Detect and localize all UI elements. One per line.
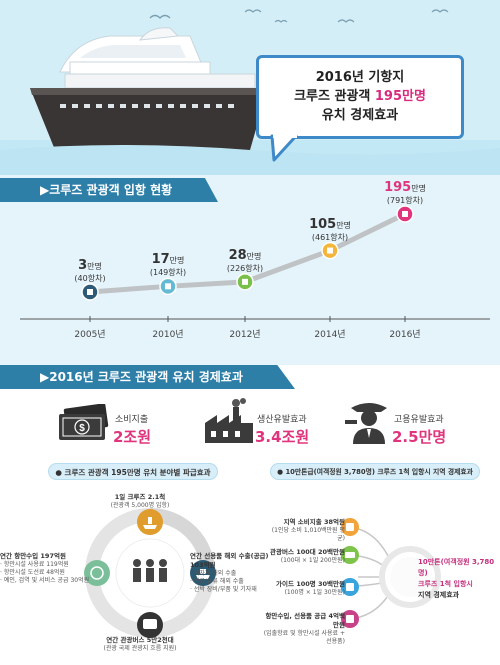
regional-result-text: 10만톤(여객정원 3,780명) 크루즈 1척 입항시 지역 경제효과 bbox=[418, 557, 498, 601]
data-label-value: 17 bbox=[151, 252, 170, 268]
regional-item-bus-title: 관광버스 100대 20백만원 bbox=[270, 548, 345, 556]
stat-spending-value: 2조원 bbox=[113, 428, 152, 446]
point-icon bbox=[242, 278, 248, 285]
x-tick-label: 2016년 bbox=[389, 330, 421, 340]
data-label-value: 3 bbox=[78, 258, 88, 273]
cruise-ship-illustration bbox=[0, 9, 500, 175]
section-title-arrivals: ▶크루즈 관광객 입항 현황 bbox=[0, 178, 218, 202]
regional-item-guide: 가이드 100명 30백만원 (100명 × 1일 30만원) bbox=[262, 580, 345, 597]
x-tick-label: 2005년 bbox=[74, 330, 106, 340]
data-label-voyages: (149항차) bbox=[149, 268, 187, 278]
x-tick-label: 2010년 bbox=[152, 330, 184, 340]
regional-result-line1: 10만톤(여객정원 3,780명) bbox=[418, 558, 495, 577]
bubble-tail bbox=[270, 134, 298, 162]
regional-item-port: 항만수입, 선용품 공급 4억백만원 (입출항료 및 항만시설 사용료 + 선용… bbox=[262, 612, 345, 646]
regional-item-spending-sub: (1인당 소비 1,010백만원 평균) bbox=[271, 527, 345, 542]
point-icon bbox=[165, 283, 171, 290]
chart-marks bbox=[81, 205, 414, 301]
section-title-economic-effect: ▶2016년 크루즈 관광객 유치 경제효과 bbox=[0, 365, 295, 389]
stat-employment-value: 2.5만명 bbox=[392, 428, 447, 446]
data-label-value: 105 bbox=[309, 216, 337, 232]
worker-icon bbox=[345, 403, 387, 444]
regional-effect-pill: ● 10만톤급(여객정원 3,780명) 크루즈 1척 입항시 지역 경제효과 bbox=[270, 463, 480, 480]
data-label: 3만명 (40항차) bbox=[60, 254, 120, 284]
regional-item-spending: 지역 소비지출 38억원 (1인당 소비 1,010백만원 평균) bbox=[270, 518, 345, 543]
ripple-top-text: 1일 크루즈 2.1척 (관광객 5,000명 입항) bbox=[100, 493, 180, 510]
data-label: 195만명 (791항차) bbox=[375, 176, 435, 206]
data-label: 105만명 (461항차) bbox=[300, 213, 360, 243]
regional-result-line2: 크루즈 1척 입항시 bbox=[418, 580, 473, 588]
svg-text:$: $ bbox=[79, 423, 85, 434]
data-label-voyages: (461항차) bbox=[311, 232, 349, 242]
regional-effect-diagram bbox=[341, 518, 441, 628]
data-label-voyages: (40항차) bbox=[74, 274, 106, 283]
regional-item-guide-sub: (100명 × 1일 30만원) bbox=[284, 589, 345, 596]
data-label-unit: 만명 bbox=[87, 262, 102, 271]
data-label-unit: 만명 bbox=[411, 184, 426, 193]
regional-item-bus-sub: (100대 × 1일 200만원) bbox=[280, 557, 345, 564]
ripple-right-sub1: · 식자재 해외 수출 bbox=[190, 570, 237, 577]
x-tick-label: 2014년 bbox=[314, 330, 346, 340]
ripple-top-title: 1일 크루즈 2.1척 bbox=[114, 493, 166, 501]
ripple-left-sub3: · 예인, 검역 및 서비스 공급 30억원 bbox=[0, 577, 90, 584]
ripple-right-sub3: · 선박 장비/부품 및 기자재 bbox=[190, 586, 257, 593]
stat-production-label: 생산유발효과 bbox=[257, 415, 307, 425]
point-icon bbox=[327, 247, 333, 254]
data-label-value: 195 bbox=[384, 180, 412, 195]
arrivals-line-chart bbox=[20, 205, 490, 322]
regional-item-port-sub: (입출항료 및 항만시설 사용료 + 선용품) bbox=[263, 630, 345, 645]
headline-line2: 크루즈 관광객 195만명 bbox=[259, 87, 461, 106]
regional-item-bus: 관광버스 100대 20백만원 (100대 × 1일 200만원) bbox=[262, 548, 345, 565]
stat-production-value: 3.4조원 bbox=[255, 428, 310, 446]
headline-line2-text: 크루즈 관광객 bbox=[294, 89, 375, 104]
headline-line3: 유치 경제효과 bbox=[321, 108, 399, 123]
ripple-left-title: 연간 항만수입 197억원 bbox=[0, 552, 66, 560]
headline-bubble: 2016년 기항지 크루즈 관광객 195만명 유치 경제효과 bbox=[256, 55, 464, 139]
data-label-voyages: (791항차) bbox=[386, 196, 424, 205]
ripple-bottom-sub: (관광 국제 관광지 흐름 지원) bbox=[103, 645, 177, 652]
ripple-effect-pill: ● 크루즈 관광객 195만명 유치 분야별 파급효과 bbox=[48, 463, 218, 480]
ripple-left-sub1: · 항만시설 사용료 119억원 bbox=[0, 561, 69, 568]
ripple-bottom-title: 연간 관광버스 5만2천대 bbox=[106, 636, 174, 644]
regional-item-port-title: 항만수입, 선용품 공급 4억백만원 bbox=[265, 612, 345, 629]
data-label: 28만명 (226항차) bbox=[215, 244, 275, 274]
ripple-top-sub: (관광객 5,000명 입항) bbox=[110, 502, 170, 509]
ripple-right-title: 연간 선용품 해외 수출(공급) bbox=[190, 552, 269, 560]
factory-icon bbox=[205, 398, 253, 443]
data-label-unit: 만명 bbox=[336, 220, 351, 230]
data-label-unit: 만명 bbox=[169, 256, 185, 266]
ripple-right-value: 103억원 bbox=[190, 561, 216, 569]
regional-item-spending-title: 지역 소비지출 38억원 bbox=[283, 518, 345, 526]
data-label-voyages: (226항차) bbox=[226, 263, 264, 273]
data-label-unit: 만명 bbox=[246, 251, 262, 261]
headline-line1: 2016년 기항지 bbox=[315, 70, 405, 85]
data-label-value: 28 bbox=[228, 247, 247, 263]
headline-highlight: 195만명 bbox=[374, 89, 426, 104]
point-icon bbox=[402, 211, 408, 217]
x-tick-label: 2012년 bbox=[229, 330, 261, 340]
ripple-right-text: 연간 선용품 해외 수출(공급) 103억원 · 식자재 해외 수출 · 연료/… bbox=[190, 552, 270, 594]
point-icon bbox=[87, 289, 93, 295]
stat-employment-label: 고용유발효과 bbox=[394, 415, 444, 425]
ripple-right-sub2: · 연료/유류 해외 수출 bbox=[190, 578, 244, 585]
arrival-chart-background bbox=[0, 175, 500, 365]
ripple-cycle-diagram bbox=[84, 508, 216, 638]
money-icon: $ bbox=[59, 404, 109, 440]
stat-spending-label: 소비지출 bbox=[115, 415, 149, 425]
data-label: 17만명 (149항차) bbox=[138, 248, 198, 278]
ripple-left-text: 연간 항만수입 197억원 · 항만시설 사용료 119억원 · 항만시설 도선… bbox=[0, 552, 90, 585]
ripple-bottom-text: 연간 관광버스 5만2천대 (관광 국제 관광지 흐름 지원) bbox=[100, 636, 180, 653]
regional-item-guide-title: 가이드 100명 30백만원 bbox=[276, 580, 345, 588]
regional-result-line3: 지역 경제효과 bbox=[418, 591, 460, 599]
ripple-left-sub2: · 항만시설 도선료 48억원 bbox=[0, 569, 65, 576]
chart-axis bbox=[20, 316, 490, 322]
